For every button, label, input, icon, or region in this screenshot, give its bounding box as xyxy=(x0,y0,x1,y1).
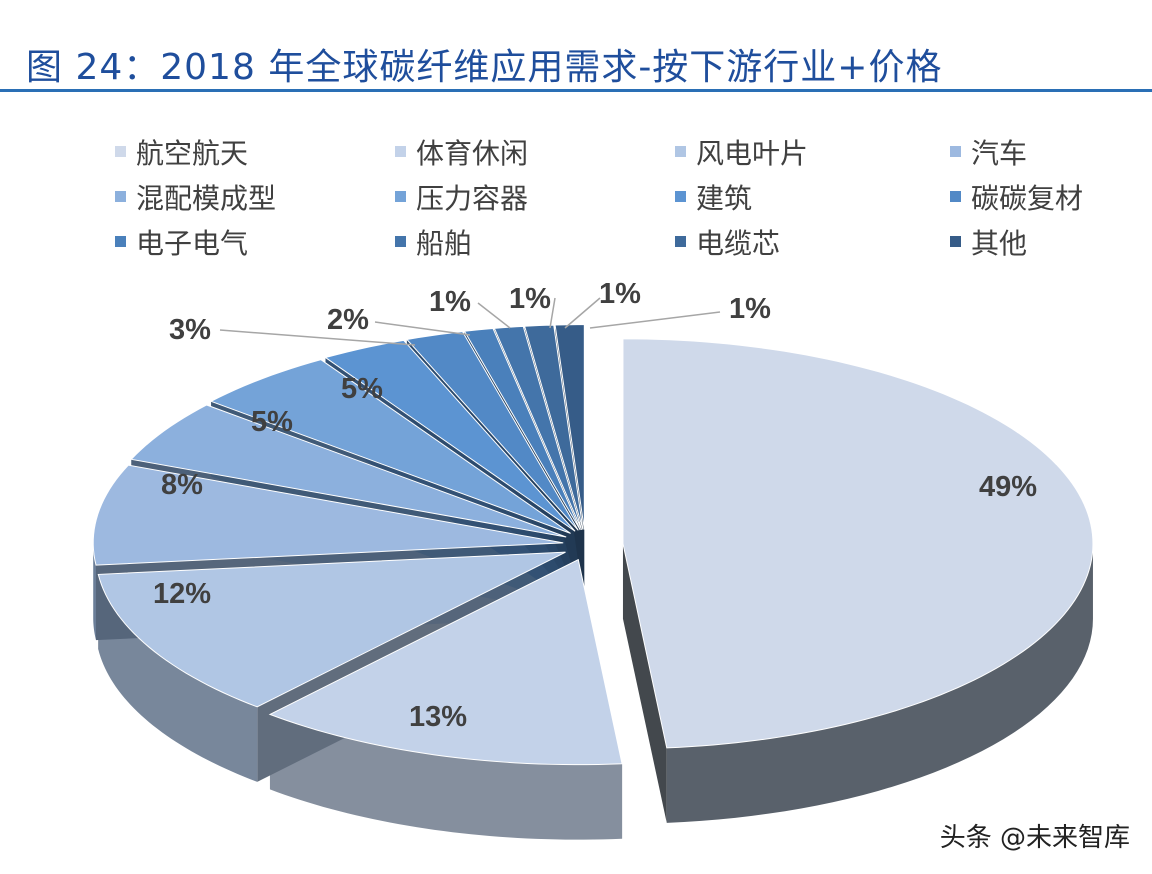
legend-item: 电缆芯 xyxy=(675,223,950,260)
legend-label: 汽车 xyxy=(971,136,1028,170)
legend-swatch xyxy=(675,236,686,247)
pie-slice-9 xyxy=(463,327,581,531)
legend-item: 建筑 xyxy=(675,178,950,215)
legend-label: 电子电气 xyxy=(136,226,249,260)
legend-swatch xyxy=(950,146,961,157)
legend-label: 建筑 xyxy=(696,181,753,215)
pie-slice-1 xyxy=(622,338,1094,749)
data-label: 8% xyxy=(161,469,203,501)
chart-title: 图 24：2018 年全球碳纤维应用需求-按下游行业+价格 xyxy=(26,47,943,88)
data-label: 13% xyxy=(409,701,467,733)
legend-label: 电缆芯 xyxy=(696,226,781,260)
legend-swatch xyxy=(675,146,686,157)
legend-swatch xyxy=(950,191,961,202)
data-label: 5% xyxy=(341,373,383,405)
leader-line xyxy=(219,329,416,346)
data-label: 5% xyxy=(251,406,293,438)
legend: 航空航天 体育休闲 风电叶片 汽车混配模成型 压力容器 建筑 碳碳复材电子电气 船舶 电缆芯 其他 xyxy=(115,133,1152,260)
legend-label: 其他 xyxy=(971,226,1028,260)
legend-item: 压力容器 xyxy=(395,178,675,215)
slice-outer-wall xyxy=(98,574,258,782)
legend-item: 电子电气 xyxy=(115,223,395,260)
pie-slice-5 xyxy=(130,404,567,538)
data-label: 1% xyxy=(509,283,551,315)
slice-outer-wall xyxy=(666,543,1093,823)
pie-slice-8 xyxy=(405,331,579,531)
data-label: 2% xyxy=(327,304,369,336)
legend-label: 碳碳复材 xyxy=(971,181,1084,215)
slice-outer-wall xyxy=(269,714,623,840)
legend-swatch xyxy=(115,236,126,247)
leader-line xyxy=(589,311,721,329)
legend-label: 船舶 xyxy=(416,226,473,260)
watermark: 头条 @未来智库 xyxy=(939,823,1130,853)
legend-label: 混配模成型 xyxy=(136,181,277,215)
title-divider xyxy=(0,89,1152,92)
data-label: 3% xyxy=(169,314,211,346)
legend-swatch xyxy=(395,146,406,157)
leader-line xyxy=(549,297,556,329)
slice-outer-wall xyxy=(93,542,96,641)
legend-swatch xyxy=(115,146,126,157)
pie-slice-6 xyxy=(209,359,571,534)
legend-item: 混配模成型 xyxy=(115,178,395,215)
pie-slice-4 xyxy=(92,464,564,566)
pie-slice-2 xyxy=(268,558,623,766)
legend-item: 航空航天 xyxy=(115,133,395,170)
leader-line xyxy=(374,321,471,336)
data-label: 1% xyxy=(729,293,771,325)
legend-item: 船舶 xyxy=(395,223,675,260)
legend-swatch xyxy=(395,191,406,202)
pie-slice-11 xyxy=(523,324,584,530)
legend-swatch xyxy=(675,191,686,202)
data-label: 1% xyxy=(599,278,641,310)
leader-line xyxy=(564,297,601,329)
legend-label: 体育休闲 xyxy=(416,136,529,170)
data-label: 1% xyxy=(429,286,471,318)
legend-label: 风电叶片 xyxy=(696,136,809,170)
legend-item: 风电叶片 xyxy=(675,133,950,170)
legend-swatch xyxy=(950,236,961,247)
legend-swatch xyxy=(115,191,126,202)
legend-swatch xyxy=(395,236,406,247)
legend-item: 碳碳复材 xyxy=(950,178,1152,215)
legend-item: 汽车 xyxy=(950,133,1152,170)
legend-label: 航空航天 xyxy=(136,136,249,170)
slice-side-face xyxy=(622,543,667,823)
legend-label: 压力容器 xyxy=(416,181,529,215)
data-label: 12% xyxy=(153,578,211,610)
legend-item: 体育休闲 xyxy=(395,133,675,170)
legend-item: 其他 xyxy=(950,223,1152,260)
pie-slice-7 xyxy=(324,339,576,532)
leader-line xyxy=(477,302,511,329)
pie-slice-3 xyxy=(97,551,566,708)
data-label: 49% xyxy=(979,471,1037,503)
